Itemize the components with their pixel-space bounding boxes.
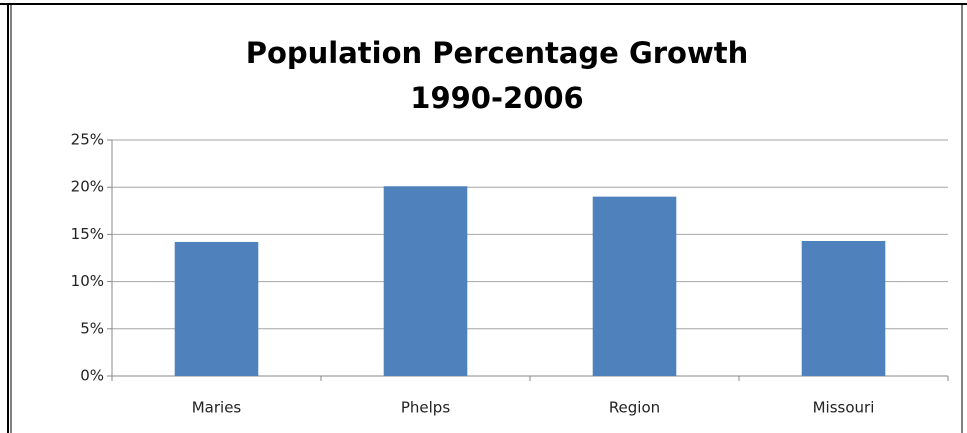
bar — [592, 196, 677, 376]
x-tick-label: Missouri — [813, 399, 875, 417]
x-tick-label: Phelps — [401, 399, 450, 417]
bar — [801, 241, 886, 376]
y-tick-label: 10% — [71, 272, 104, 290]
y-tick-label: 20% — [71, 178, 104, 196]
y-tick-label: 5% — [80, 319, 104, 337]
chart-title: 1990-2006 — [410, 81, 583, 115]
y-tick-label: 25% — [71, 131, 104, 149]
chart-title: Population Percentage Growth — [246, 36, 749, 70]
y-tick-label: 15% — [71, 225, 104, 243]
bar — [383, 186, 468, 376]
y-tick-label: 0% — [80, 367, 104, 385]
x-tick-label: Region — [609, 399, 660, 417]
x-tick-label: Maries — [192, 399, 242, 417]
bar — [174, 241, 259, 376]
